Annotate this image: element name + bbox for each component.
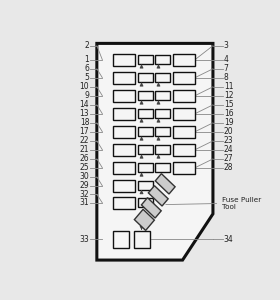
Bar (113, 162, 135, 174)
Bar (138, 198, 153, 207)
Bar (138, 127, 153, 136)
Text: 32: 32 (80, 190, 89, 199)
Text: 21: 21 (80, 145, 89, 154)
Text: 31: 31 (80, 198, 89, 207)
Text: 19: 19 (224, 118, 234, 127)
Polygon shape (97, 44, 213, 260)
Bar (155, 73, 170, 82)
Bar (113, 126, 135, 138)
Text: 13: 13 (80, 109, 89, 118)
Bar (134, 231, 150, 248)
Bar (173, 162, 195, 174)
Text: 1: 1 (85, 55, 89, 64)
Text: 17: 17 (80, 127, 89, 136)
Text: 16: 16 (224, 109, 234, 118)
Bar (138, 109, 153, 118)
Bar (155, 91, 170, 100)
Bar (138, 181, 153, 190)
Text: 15: 15 (224, 100, 234, 109)
Text: 11: 11 (224, 82, 233, 91)
Text: 26: 26 (80, 154, 89, 164)
Text: 29: 29 (80, 181, 89, 190)
Bar (155, 174, 175, 194)
Text: 18: 18 (80, 118, 89, 127)
Bar (138, 145, 153, 154)
Bar (155, 145, 170, 154)
Bar (173, 90, 195, 102)
Text: 6: 6 (84, 64, 89, 73)
Bar (155, 109, 170, 118)
Bar (113, 231, 129, 248)
Bar (173, 54, 195, 66)
Text: 20: 20 (224, 127, 234, 136)
Bar (138, 163, 153, 172)
Text: 27: 27 (224, 154, 234, 164)
Text: Fuse Puller
Tool: Fuse Puller Tool (222, 197, 261, 210)
Text: 12: 12 (224, 91, 233, 100)
Text: 3: 3 (224, 41, 229, 50)
Bar (148, 186, 168, 206)
Bar (113, 54, 135, 66)
Bar (173, 108, 195, 120)
Text: 24: 24 (224, 145, 234, 154)
Text: 5: 5 (84, 73, 89, 82)
Bar (113, 180, 135, 192)
Bar (113, 90, 135, 102)
Bar (173, 72, 195, 84)
Bar (141, 198, 161, 218)
Text: 4: 4 (224, 55, 229, 64)
Text: 9: 9 (84, 91, 89, 100)
Text: 30: 30 (80, 172, 89, 182)
Text: 7: 7 (224, 64, 229, 73)
Text: 34: 34 (224, 235, 234, 244)
Bar (173, 144, 195, 156)
Text: 14: 14 (80, 100, 89, 109)
Bar (155, 55, 170, 64)
Text: 2: 2 (85, 41, 89, 50)
Text: 28: 28 (224, 163, 233, 172)
Text: 10: 10 (80, 82, 89, 91)
Bar (138, 91, 153, 100)
Bar (113, 197, 135, 209)
Bar (155, 127, 170, 136)
Text: 22: 22 (80, 136, 89, 146)
Text: 25: 25 (80, 163, 89, 172)
Bar (113, 108, 135, 120)
Bar (173, 126, 195, 138)
Bar (113, 72, 135, 84)
Text: 8: 8 (224, 73, 228, 82)
Bar (138, 55, 153, 64)
Bar (113, 144, 135, 156)
Bar (134, 209, 154, 230)
Bar (155, 163, 170, 172)
Text: 23: 23 (224, 136, 234, 146)
Bar (138, 73, 153, 82)
Text: 33: 33 (80, 235, 89, 244)
